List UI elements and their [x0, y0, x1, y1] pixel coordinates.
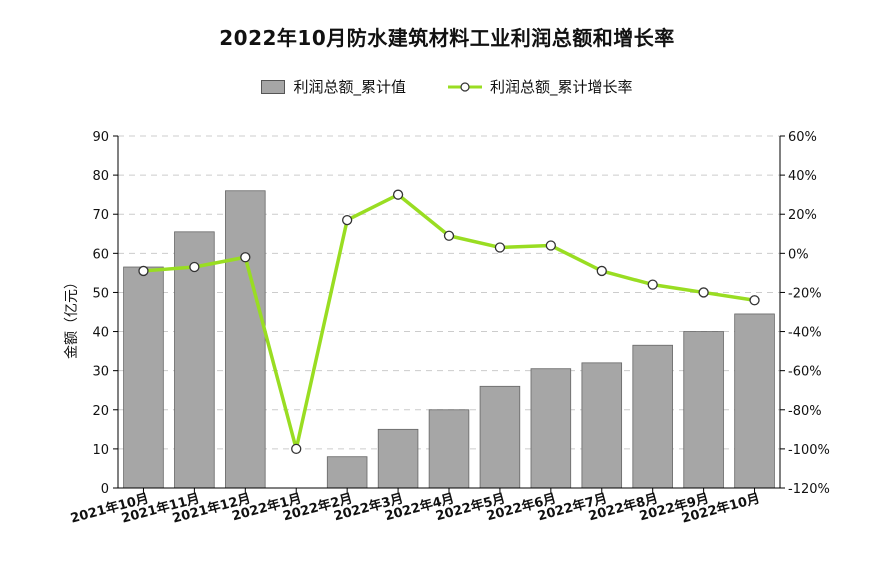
growth-point: [647, 279, 658, 290]
left-tick-label: 30: [92, 365, 109, 380]
growth-point: [189, 261, 200, 273]
right-tick-label: -80%: [788, 404, 822, 419]
left-tick-label: 10: [92, 443, 109, 458]
growth-point: [749, 295, 760, 306]
right-tick-label: -20%: [788, 286, 822, 301]
legend-bar-label: 利润总额_累计值: [293, 78, 406, 96]
legend-line-swatch: [448, 81, 482, 92]
growth-point: [443, 230, 455, 241]
growth-point: [291, 443, 302, 455]
bar: [377, 428, 419, 489]
bar: [683, 331, 724, 489]
right-tick-label: -100%: [788, 443, 830, 458]
right-tick-label: -120%: [788, 482, 830, 497]
bar: [123, 266, 164, 489]
bar: [225, 190, 266, 489]
legend-item-bar: 利润总额_累计值: [261, 76, 406, 97]
bar: [581, 362, 623, 489]
growth-point: [698, 287, 709, 298]
bar: [174, 231, 215, 489]
legend-bar-swatch: [261, 79, 286, 94]
chart-title: 2022年10月防水建筑材料工业利润总额和增长率: [219, 26, 675, 50]
left-tick-label: 50: [92, 286, 109, 301]
bar: [479, 385, 521, 489]
right-tick-label: -60%: [788, 365, 822, 380]
bar: [530, 368, 572, 489]
left-tick-label: 90: [92, 130, 109, 145]
left-tick-label: 70: [92, 208, 109, 223]
growth-point: [138, 265, 149, 277]
bar: [428, 409, 470, 489]
right-tick-label: 40%: [788, 169, 817, 184]
right-tick-label: 0%: [788, 247, 809, 262]
right-tick-label: 60%: [788, 130, 817, 145]
right-tick-label: -40%: [788, 326, 822, 341]
growth-point: [545, 240, 556, 251]
left-tick-label: 80: [92, 169, 109, 184]
left-tick-label: 20: [92, 404, 109, 419]
bar: [326, 456, 368, 489]
right-tick-label: 20%: [788, 208, 817, 223]
growth-point: [392, 189, 404, 200]
left-tick-label: 60: [92, 247, 109, 262]
bar: [734, 313, 775, 489]
growth-point: [494, 242, 506, 253]
y-axis-label: 金额（亿元）: [64, 275, 80, 359]
bar: [632, 344, 673, 489]
growth-point: [342, 214, 353, 226]
growth-point: [596, 265, 607, 277]
growth-point: [240, 252, 251, 263]
legend: 利润总额_累计值 利润总额_累计增长率: [0, 76, 894, 97]
legend-item-line: 利润总额_累计增长率: [448, 76, 633, 97]
left-tick-label: 40: [92, 326, 109, 341]
left-tick-label: 0: [101, 482, 109, 497]
legend-line-label: 利润总额_累计增长率: [490, 78, 633, 96]
